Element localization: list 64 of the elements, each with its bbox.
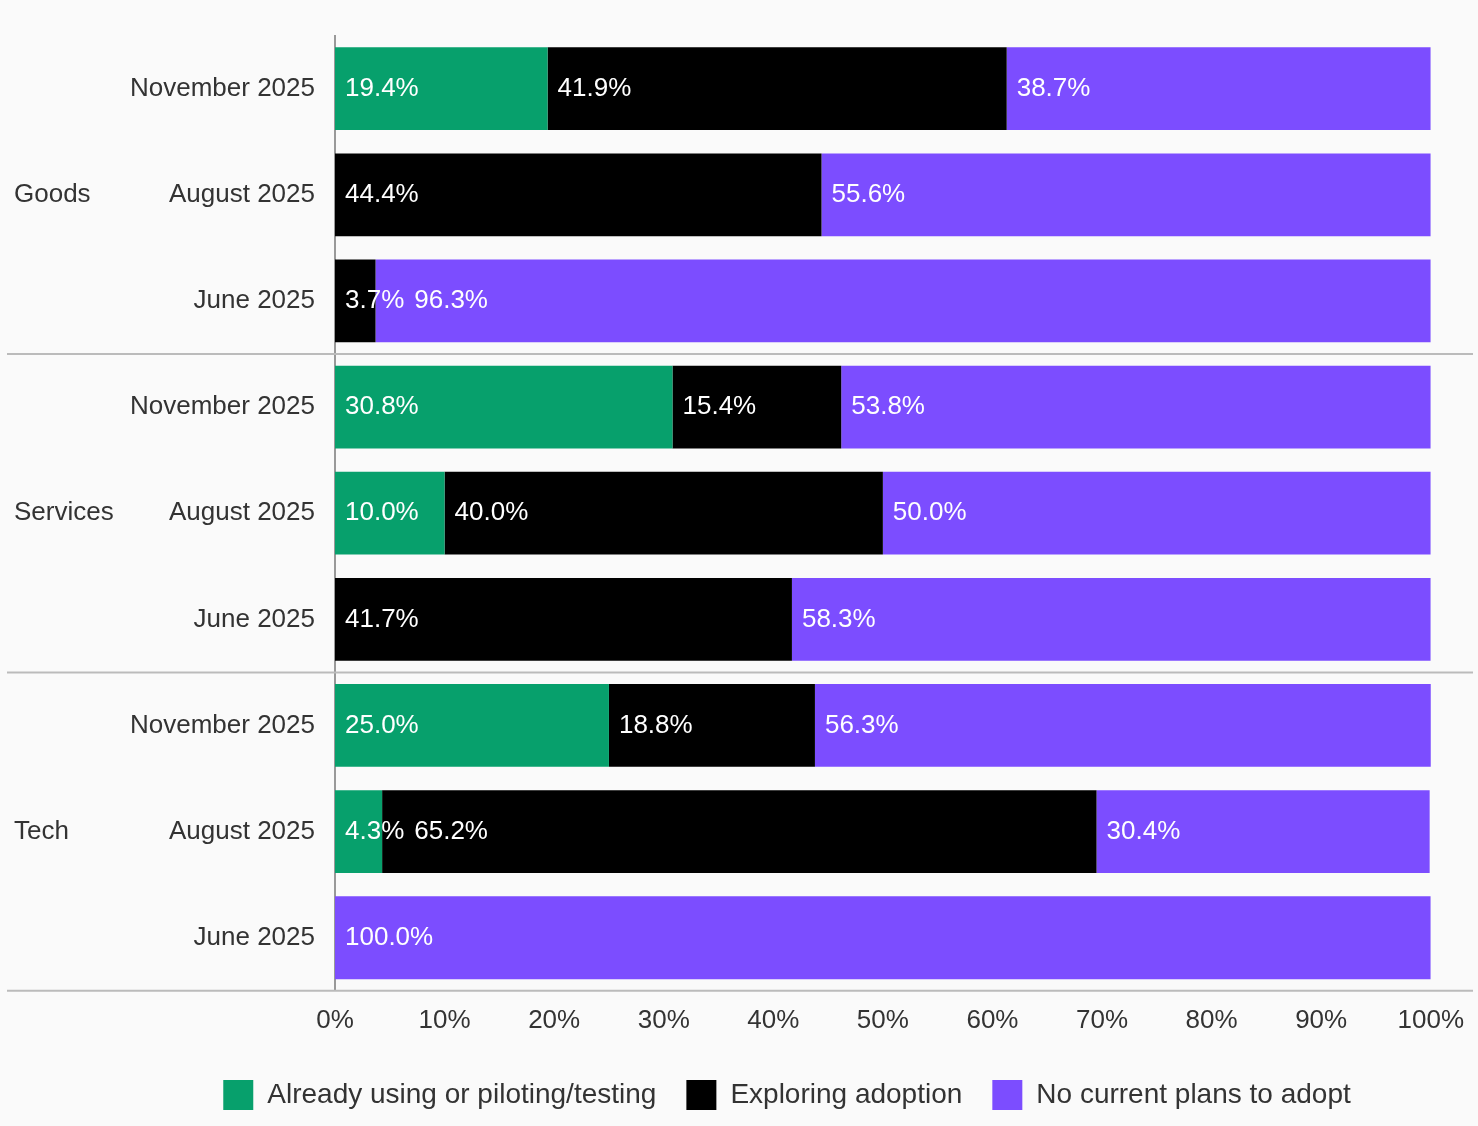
bar bbox=[547, 47, 1007, 131]
bar bbox=[1006, 47, 1431, 131]
bar bbox=[821, 153, 1431, 237]
bar bbox=[335, 577, 792, 661]
data-label: 41.7% bbox=[345, 602, 419, 633]
data-label: 18.8% bbox=[618, 708, 693, 739]
x-tick-label: 10% bbox=[418, 1003, 471, 1034]
y-tick-label: November 2025 bbox=[130, 390, 315, 421]
data-label: 25.0% bbox=[345, 708, 419, 739]
bar bbox=[444, 471, 883, 555]
y-tick-label: June 2025 bbox=[193, 920, 315, 951]
data-label: 30.4% bbox=[1106, 814, 1181, 845]
y-tick-label: August 2025 bbox=[168, 177, 315, 208]
x-tick-label: 70% bbox=[1076, 1003, 1129, 1034]
bar bbox=[672, 365, 842, 449]
x-tick-label: 30% bbox=[637, 1003, 690, 1034]
text: Goods bbox=[14, 177, 91, 208]
y-tick-label: August 2025 bbox=[168, 814, 315, 845]
text: Services bbox=[14, 496, 114, 527]
data-label: 50.0% bbox=[892, 496, 967, 527]
data-label: 100.0% bbox=[345, 920, 434, 951]
x-tick-label: 60% bbox=[966, 1003, 1019, 1034]
bar bbox=[791, 577, 1431, 661]
bar bbox=[335, 365, 673, 449]
bar bbox=[1096, 790, 1430, 873]
y-tick-label: August 2025 bbox=[168, 496, 315, 527]
x-tick-label: 90% bbox=[1295, 1003, 1348, 1034]
data-label: 65.2% bbox=[414, 814, 488, 845]
bar bbox=[335, 684, 609, 767]
x-tick-label: 0% bbox=[316, 1003, 354, 1034]
legend-label: Exploring adoption bbox=[730, 1077, 963, 1109]
bar bbox=[882, 471, 1431, 555]
data-label: 30.8% bbox=[345, 390, 419, 421]
data-label: 40.0% bbox=[454, 496, 529, 527]
data-label: 55.6% bbox=[831, 177, 906, 208]
bar bbox=[841, 365, 1431, 449]
bar bbox=[608, 684, 815, 767]
x-tick-label: 80% bbox=[1185, 1003, 1238, 1034]
x-tick-label: 100% bbox=[1397, 1003, 1464, 1034]
data-label: 38.7% bbox=[1016, 71, 1091, 102]
data-label: 53.8% bbox=[851, 390, 925, 421]
text: Tech bbox=[14, 814, 69, 845]
x-tick-label: 40% bbox=[747, 1003, 800, 1034]
legend-label: Already using or piloting/testing bbox=[267, 1077, 657, 1109]
data-label: 19.4% bbox=[345, 71, 419, 102]
bar bbox=[335, 896, 1431, 980]
bar bbox=[335, 47, 548, 131]
data-label: 58.3% bbox=[801, 602, 876, 633]
data-label: 15.4% bbox=[682, 390, 757, 421]
y-tick-label: June 2025 bbox=[193, 284, 315, 315]
bar bbox=[814, 684, 1431, 767]
x-tick-label: 20% bbox=[528, 1003, 581, 1034]
y-tick-label: June 2025 bbox=[193, 602, 315, 633]
data-label: 44.4% bbox=[345, 177, 419, 208]
bar bbox=[335, 471, 445, 555]
y-tick-label: November 2025 bbox=[130, 708, 315, 739]
y-tick-label: November 2025 bbox=[130, 71, 315, 102]
data-label: 96.3% bbox=[414, 284, 488, 315]
data-label: 56.3% bbox=[824, 708, 899, 739]
x-tick-label: 50% bbox=[856, 1003, 909, 1034]
data-label: 10.0% bbox=[345, 496, 419, 527]
legend-label: No current plans to adopt bbox=[1036, 1077, 1351, 1109]
bar bbox=[335, 153, 822, 237]
data-label: 41.9% bbox=[557, 71, 632, 102]
